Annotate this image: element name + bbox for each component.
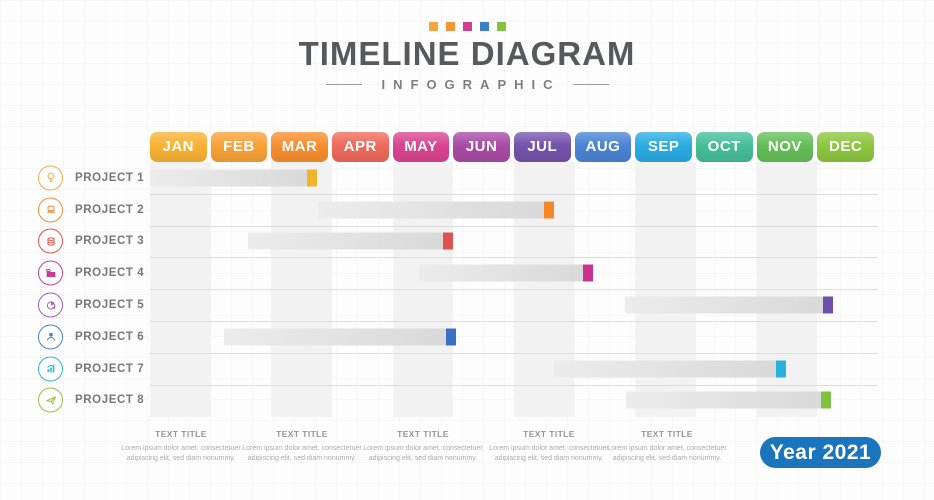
gantt-bar [554,360,786,378]
month-tab-may: MAY [392,132,450,162]
project-label: PROJECT 6 [75,330,145,343]
month-tab-apr: APR [332,132,389,162]
footnote-body: Lorem ipsum dolor amet, consectetuer adi… [121,445,241,463]
project-row: PROJECT 5 [0,289,934,321]
accent-square [445,22,455,31]
month-tab-nov: NOV [756,132,814,162]
project-label: PROJECT 2 [75,203,145,216]
footnote-title: TEXT TITLE [641,429,693,439]
gantt-bar-endcap [445,328,456,346]
row-divider [150,289,878,291]
accent-square [428,22,438,31]
accent-squares [0,22,934,31]
footnote: TEXT TITLE Lorem ipsum dolor amet, consec… [118,429,244,464]
page-subtitle: INFOGRAPHIC [381,76,561,92]
project-label: PROJECT 3 [75,235,145,248]
month-tab-mar: MAR [271,132,328,162]
subtitle-left-dash [325,83,362,85]
accent-square [479,22,489,31]
infographic-header: TIMELINE DIAGRAM INFOGRAPHIC [0,22,934,92]
gantt-bar-endcap [306,169,317,187]
paper-plane-icon [38,387,63,413]
footnote-body: Lorem ipsum dolor amet, consectetuer adi… [363,445,483,463]
month-tab-oct: OCT [696,132,753,162]
page-title: TIMELINE DIAGRAM [298,35,636,72]
gantt-bar [248,232,454,250]
gantt-bar-endcap [820,391,831,409]
row-divider [150,257,878,259]
accent-square [496,22,506,31]
gantt-bar [418,264,593,282]
footnote: TEXT TITLE Lorem ipsum dolor amet, consec… [604,429,730,464]
gantt-bar-endcap [823,296,834,314]
project-row: PROJECT 7 [0,353,934,385]
footnote-body: Lorem ipsum dolor amet, consectetuer adi… [242,445,362,463]
gantt-bar [318,201,555,219]
footnote: TEXT TITLE Lorem ipsum dolor amet, consec… [486,429,612,464]
footnote-body: Lorem ipsum dolor amet, consectetuer adi… [489,445,609,463]
project-row: PROJECT 2 [0,194,934,226]
row-divider [150,384,878,386]
project-row: PROJECT 1 [0,162,934,194]
year-badge: Year 2021 [760,437,881,468]
project-label: PROJECT 4 [75,267,145,280]
gantt-bar-endcap [775,360,786,378]
gantt-bar [224,328,456,346]
footnote-title: TEXT TITLE [523,429,575,439]
gantt-bar [626,391,831,409]
project-row: PROJECT 3 [0,226,934,258]
footnote: TEXT TITLE Lorem ipsum dolor amet, consec… [360,429,486,464]
gantt-bar [625,296,834,314]
lightbulb-icon [38,165,63,191]
month-tab-jan: JAN [150,132,207,162]
user-icon [38,324,63,350]
footnote-title: TEXT TITLE [155,429,207,439]
laptop-icon [38,197,63,223]
month-tab-feb: FEB [210,132,268,162]
project-label: PROJECT 5 [75,299,145,312]
subtitle-row: INFOGRAPHIC [0,77,934,92]
row-divider [150,225,878,227]
gantt-bar-endcap [544,201,555,219]
month-tab-sep: SEP [635,132,692,162]
month-tab-aug: AUG [574,132,632,162]
footnote-title: TEXT TITLE [397,429,449,439]
footnote-title: TEXT TITLE [276,429,328,439]
row-divider [150,321,878,322]
folder-icon [38,260,63,286]
project-row: PROJECT 8 [0,385,934,417]
bar-chart-icon [38,356,63,382]
gantt-bar-endcap [582,264,593,282]
footnote-body: Lorem ipsum dolor amet, consectetuer adi… [607,445,727,463]
footnote: TEXT TITLE Lorem ipsum dolor amet, consec… [239,429,365,464]
project-row: PROJECT 4 [0,257,934,289]
project-label: PROJECT 1 [75,171,145,184]
gantt-bar-endcap [443,232,454,250]
project-label: PROJECT 8 [75,394,145,407]
row-divider [150,193,878,195]
pie-chart-icon [38,292,63,318]
project-label: PROJECT 7 [75,362,145,375]
coins-icon [38,228,63,254]
month-tab-jun: JUN [453,132,510,162]
project-row: PROJECT 6 [0,321,934,353]
month-tab-jul: JUL [514,132,571,162]
accent-square [462,22,472,31]
month-tab-dec: DEC [817,132,874,162]
subtitle-right-dash [572,83,609,85]
row-divider [150,352,878,354]
gantt-bar [150,169,317,187]
